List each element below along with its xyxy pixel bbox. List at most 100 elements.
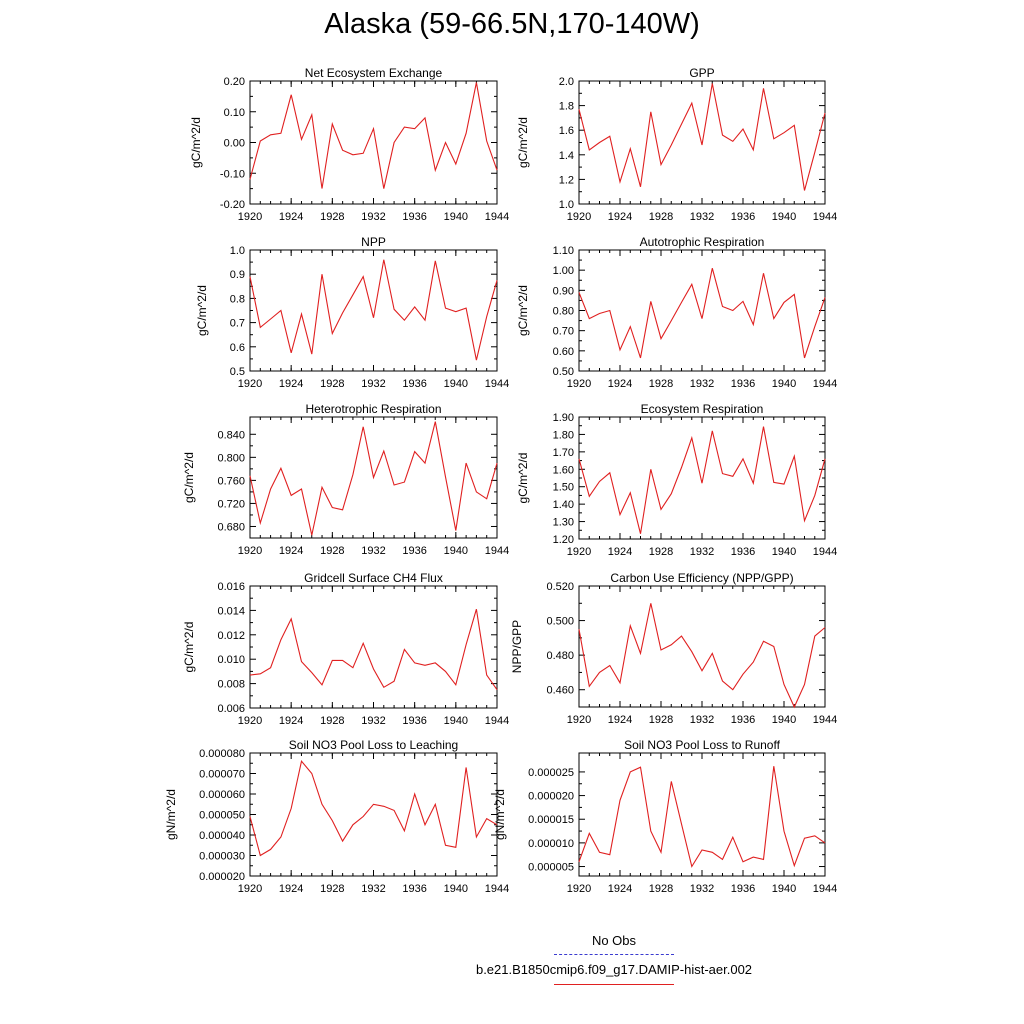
x-tick-label: 1928 (320, 715, 344, 727)
y-tick-label: 1.90 (553, 412, 574, 424)
y-tick-label: 0.000005 (528, 862, 574, 874)
x-tick-label: 1936 (402, 378, 426, 390)
panel-title: Autotrophic Respiration (640, 235, 765, 249)
panel-frame (578, 585, 826, 708)
y-tick-label: 0.000050 (199, 810, 245, 822)
x-tick-label: 1940 (772, 883, 796, 895)
y-tick-label: 0.000020 (528, 791, 574, 803)
x-tick-label: 1936 (402, 715, 426, 727)
y-tick-label: 1.0 (559, 199, 574, 211)
x-tick-label: 1924 (279, 715, 303, 727)
x-tick-label: 1940 (444, 378, 468, 390)
y-axis-label: gC/m^2/d (195, 285, 209, 336)
x-tick-label: 1944 (813, 378, 837, 390)
x-tick-label: 1928 (649, 546, 673, 558)
panel-frame (249, 585, 498, 709)
x-tick-label: 1928 (320, 883, 344, 895)
y-tick-label: 0.840 (217, 429, 245, 441)
x-tick-label: 1932 (690, 378, 714, 390)
y-tick-label: 0.480 (546, 650, 574, 662)
y-tick-label: 0.006 (217, 703, 245, 715)
y-tick-label: 1.6 (559, 125, 574, 137)
x-tick-label: 1944 (813, 714, 837, 726)
x-tick-label: 1932 (361, 545, 385, 557)
y-tick-label: 0.5 (230, 366, 245, 378)
y-tick-label: 0.60 (553, 346, 574, 358)
y-tick-label: 0.800 (217, 452, 245, 464)
series-line (578, 83, 826, 191)
series-line (578, 603, 826, 709)
x-tick-label: 1924 (279, 378, 303, 390)
y-tick-label: 0.008 (217, 679, 245, 691)
panel-title: Soil NO3 Pool Loss to Leaching (289, 738, 458, 752)
y-tick-label: 0.10 (224, 107, 245, 119)
page-title: Alaska (59-66.5N,170-140W) (324, 8, 700, 40)
x-tick-label: 1936 (731, 546, 755, 558)
panel-frame (578, 249, 826, 372)
y-tick-label: 0.90 (553, 285, 574, 297)
y-axis-label: gC/m^2/d (189, 117, 203, 168)
y-tick-label: 1.50 (553, 482, 574, 494)
y-tick-label: 0.010 (217, 654, 245, 666)
panel-title: Gridcell Surface CH4 Flux (304, 571, 443, 585)
x-tick-label: 1928 (649, 883, 673, 895)
x-tick-label: 1936 (731, 714, 755, 726)
x-tick-label: 1920 (238, 715, 262, 727)
panel-title: Carbon Use Efficiency (NPP/GPP) (610, 571, 793, 585)
y-tick-label: 0.016 (217, 581, 245, 593)
y-tick-label: 0.760 (217, 475, 245, 487)
y-tick-label: 0.012 (217, 630, 245, 642)
y-tick-label: 0.014 (217, 605, 245, 617)
x-tick-label: 1940 (772, 546, 796, 558)
x-tick-label: 1924 (279, 545, 303, 557)
y-tick-label: 1.70 (553, 447, 574, 459)
x-tick-label: 1920 (567, 378, 591, 390)
x-tick-label: 1944 (485, 883, 509, 895)
y-tick-label: 0.000060 (199, 789, 245, 801)
legend-run-line (554, 984, 674, 985)
legend-run-label: b.e21.B1850cmip6.f09_g17.DAMIP-hist-aer.… (475, 962, 753, 977)
x-tick-label: 1932 (361, 883, 385, 895)
y-tick-label: 0.680 (217, 521, 245, 533)
x-tick-label: 1924 (608, 883, 632, 895)
y-axis-label: gC/m^2/d (182, 622, 196, 673)
x-tick-label: 1944 (485, 545, 509, 557)
y-tick-label: 0.8 (230, 293, 245, 305)
x-tick-label: 1920 (567, 883, 591, 895)
x-tick-label: 1924 (608, 546, 632, 558)
x-tick-label: 1928 (649, 714, 673, 726)
x-tick-label: 1920 (238, 883, 262, 895)
x-tick-label: 1940 (772, 714, 796, 726)
panel-title: NPP (361, 235, 386, 249)
x-tick-label: 1944 (813, 883, 837, 895)
y-tick-label: 1.00 (553, 265, 574, 277)
x-tick-label: 1928 (320, 545, 344, 557)
y-tick-label: 0.000010 (528, 838, 574, 850)
x-tick-label: 1932 (361, 715, 385, 727)
panel-frame (578, 416, 826, 540)
y-tick-label: 0.7 (230, 318, 245, 330)
x-tick-label: 1936 (731, 211, 755, 223)
x-tick-label: 1920 (567, 714, 591, 726)
x-tick-label: 1940 (772, 211, 796, 223)
x-tick-label: 1936 (731, 883, 755, 895)
y-tick-label: 0.720 (217, 498, 245, 510)
y-tick-label: 0.000025 (528, 767, 574, 779)
x-tick-label: 1928 (649, 378, 673, 390)
y-tick-label: 1.2 (559, 174, 574, 186)
x-tick-label: 1932 (690, 714, 714, 726)
x-tick-label: 1924 (608, 378, 632, 390)
panel-title: GPP (689, 66, 714, 80)
y-tick-label: -0.10 (220, 168, 245, 180)
y-tick-label: 1.0 (230, 245, 245, 257)
y-tick-label: 1.40 (553, 499, 574, 511)
x-tick-label: 1932 (690, 211, 714, 223)
y-axis-label: gC/m^2/d (182, 452, 196, 503)
y-tick-label: 0.000015 (528, 814, 574, 826)
x-tick-label: 1944 (485, 715, 509, 727)
series-line (249, 609, 498, 691)
x-tick-label: 1924 (279, 883, 303, 895)
series-line (249, 259, 498, 361)
x-tick-label: 1940 (444, 211, 468, 223)
x-tick-label: 1932 (361, 378, 385, 390)
